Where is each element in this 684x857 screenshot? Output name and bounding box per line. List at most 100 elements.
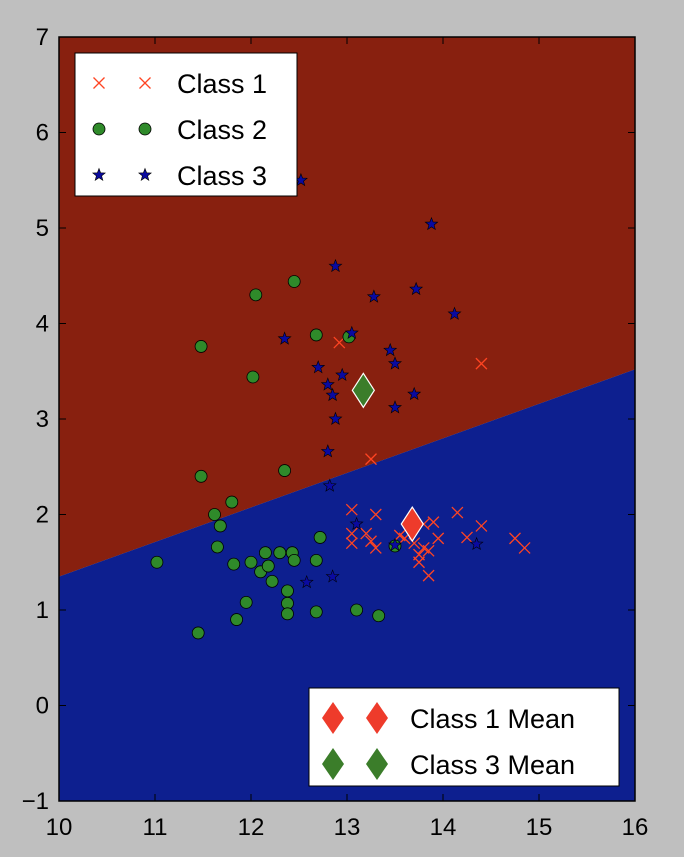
x-tick-label: 11	[143, 814, 168, 841]
y-tick-label: 2	[36, 502, 49, 529]
class-3-point	[325, 569, 340, 583]
legend-box	[308, 687, 620, 787]
class-1-point	[432, 532, 445, 545]
class-3-point	[366, 289, 381, 303]
class-2-point	[225, 495, 239, 509]
class-3-point	[320, 377, 335, 391]
class-2-point	[239, 595, 253, 609]
legend-label: Class 1	[177, 69, 267, 99]
x-tick-label: 16	[622, 814, 649, 841]
class-3-point	[335, 367, 350, 382]
class-1-point	[427, 516, 440, 529]
legend-x-icon	[93, 77, 105, 89]
class-2-point	[350, 603, 364, 617]
legend-label: Class 2	[177, 115, 267, 145]
class-1-point	[369, 541, 382, 554]
class-2-point	[227, 557, 241, 571]
class-2-point	[309, 605, 323, 619]
class-1-point	[509, 532, 521, 545]
class-3-point	[388, 356, 402, 370]
class-1-point	[408, 537, 421, 550]
class-1-point	[422, 544, 435, 557]
class-mean-1-marker	[400, 505, 424, 543]
legend-diamond-icon	[322, 748, 344, 780]
class-2-point	[287, 275, 301, 288]
class-1-point	[451, 506, 464, 519]
class-3-point	[328, 258, 343, 273]
class-2-point	[150, 555, 164, 569]
legend-label: Class 3 Mean	[410, 750, 575, 780]
class-2-point	[372, 609, 386, 623]
class-2-point	[194, 469, 208, 483]
class-means	[351, 372, 424, 543]
class-3-point	[311, 360, 326, 374]
legend-label: Class 1 Mean	[410, 704, 575, 734]
x-tick-label: 13	[334, 814, 361, 841]
class-1-point	[345, 503, 358, 516]
legend-circle-icon	[138, 122, 152, 136]
class-2-point	[244, 555, 258, 569]
class-2-point	[194, 340, 208, 353]
legend-means: Class 1 Mean Class 3 Mean	[308, 687, 620, 787]
class-1-point	[345, 537, 358, 550]
class-2-point	[287, 553, 301, 567]
legend-box	[74, 52, 298, 197]
y-tick-label: 3	[36, 406, 49, 433]
x-tick-label: 14	[430, 814, 457, 841]
class-2-point	[191, 626, 205, 640]
class-3-point	[349, 516, 364, 531]
class-2-point	[258, 546, 272, 560]
class-1-point	[475, 520, 488, 532]
legend-diamond-icon	[366, 748, 388, 780]
y-tick-label: 1	[36, 597, 49, 624]
class-mean-3-marker	[351, 372, 376, 409]
legend-classes: Class 1 Class 2 Class 3	[74, 52, 298, 197]
y-tick-label: 6	[36, 120, 49, 147]
class-2-point	[309, 553, 323, 567]
class-3-point	[469, 536, 484, 551]
class-2-point	[261, 559, 275, 573]
class-1-point	[360, 527, 373, 540]
y-tick-label: 0	[36, 693, 49, 720]
class-1-point	[365, 453, 377, 466]
y-tick-label: 4	[36, 311, 49, 338]
class-1-point	[369, 508, 382, 521]
y-tick-label: −1	[22, 788, 49, 815]
class-2-point	[281, 584, 294, 598]
class-3-point	[325, 387, 340, 402]
class-1-point	[461, 531, 473, 544]
class-3-point	[328, 411, 343, 425]
class-2-point	[246, 370, 260, 384]
class-2-point	[273, 546, 287, 560]
class-1-point	[422, 569, 435, 582]
data-points	[150, 172, 531, 640]
legend-diamond-icon	[322, 702, 344, 734]
y-tick-label: 7	[36, 24, 49, 51]
class-2-point	[210, 540, 224, 554]
class-3-point	[299, 574, 314, 589]
class-1-point	[475, 357, 488, 370]
legend-star-icon	[92, 167, 106, 181]
legend-x-icon	[139, 77, 151, 89]
class-3-point	[388, 537, 402, 552]
class-3-point	[407, 386, 422, 401]
class-1-point	[365, 535, 377, 548]
class-2-point	[281, 607, 294, 621]
class-2-point	[313, 531, 327, 544]
legend-label: Class 3	[177, 161, 267, 191]
x-tick-label: 10	[46, 814, 73, 841]
class-2-point	[213, 519, 227, 533]
class-3-point	[322, 478, 337, 492]
class-2-point	[249, 288, 263, 302]
class-3-point	[388, 400, 402, 414]
class-3-point	[383, 342, 398, 357]
class-2-point	[208, 508, 221, 521]
class-3-point	[277, 331, 292, 345]
class-2-point	[309, 328, 323, 342]
legend-circle-icon	[92, 122, 106, 136]
class-3-point	[447, 306, 462, 320]
class-1-point	[518, 541, 531, 554]
